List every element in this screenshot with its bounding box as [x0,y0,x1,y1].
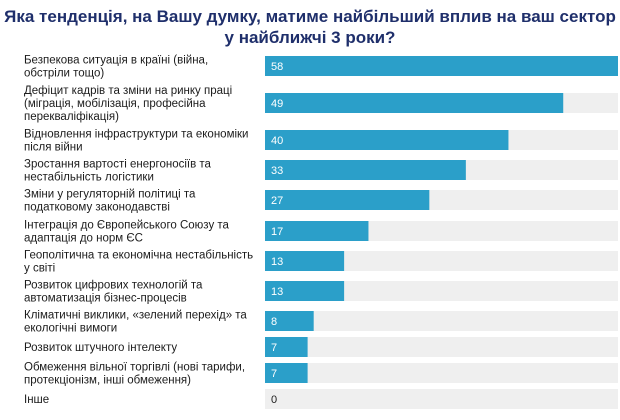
category-label: Розвиток штучного інтелекту [24,342,177,354]
data-label: 40 [271,135,283,147]
category-label: Інше [24,394,49,406]
category-label: Відновлення інфраструктури та економіки п… [24,129,249,154]
bar [265,311,314,331]
category-label: Кліматичні виклики, «зелений перехід» та… [24,310,247,335]
bar [265,190,430,210]
category-label: Зростання вартості енергоносіїв та нестаб… [24,159,212,184]
bar [265,337,308,357]
bar [265,221,369,241]
data-label: 58 [271,61,283,73]
chart-title: Яка тенденція, на Вашу думку, матиме най… [4,7,616,47]
category-label: Геополітична та економічна нестабільніст… [24,250,253,275]
category-label: Інтеграція до Європейського Союзу та адап… [24,220,230,245]
data-label: 49 [271,98,283,110]
bar-track [265,363,618,383]
bar [265,93,564,113]
bar [265,251,345,271]
category-label: Зміни у регуляторній політиці та податков… [24,189,196,214]
bar [265,160,466,180]
bar-track [265,389,618,409]
category-label: Безпекова ситуація в країні (війна, обстр… [24,55,208,80]
bar [265,130,509,150]
data-label: 17 [271,226,283,238]
data-label: 13 [271,286,283,298]
bar-track [265,251,618,271]
bar-track [265,311,618,331]
category-label: Обмеження вільної торгівлі (нові тарифи,… [24,362,245,387]
data-label: 8 [271,316,277,328]
bar [265,281,345,301]
bar [265,363,308,383]
data-label: 7 [271,368,277,380]
bar-track [265,337,618,357]
data-label: 13 [271,256,283,268]
bar [265,56,618,76]
category-label: Дефіцит кадрів та зміни на ринку праці (м… [24,85,232,123]
bar-track [265,281,618,301]
data-label: 0 [271,394,277,406]
data-label: 33 [271,165,283,177]
category-label: Розвиток цифрових технологій та автоматиз… [24,280,203,305]
data-label: 7 [271,342,277,354]
data-label: 27 [271,195,283,207]
